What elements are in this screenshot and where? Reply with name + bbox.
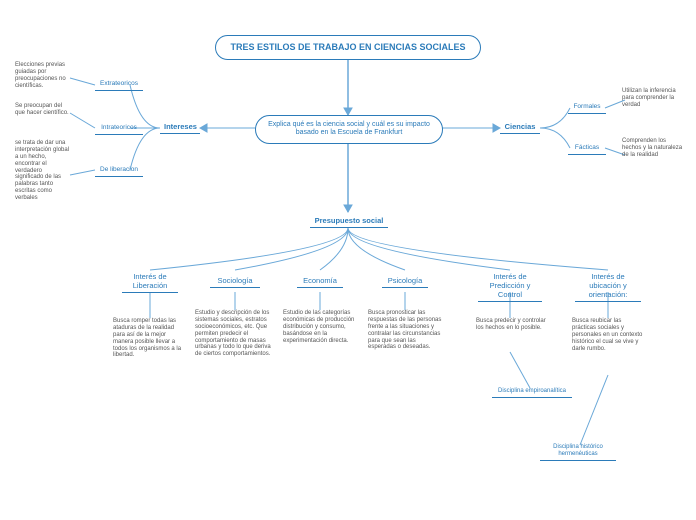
center-statement: Explica qué es la ciencia social y cuál … <box>255 115 443 144</box>
bottom-item-1: Sociología <box>210 274 260 288</box>
bottom-item-2: Economía <box>297 274 343 288</box>
bottom-sub-5: Disciplina histórico hermenéuticas <box>540 442 616 461</box>
bottom-leaf-4: Busca predecir y controlar los hechos en… <box>476 318 546 332</box>
bottom-item-5: Interés de ubicación y orientación: <box>575 270 641 302</box>
right-item-0: Formales <box>568 101 606 114</box>
bottom-item-4: Interés de Predicción y Control <box>478 270 542 302</box>
bottom-leaf-5: Busca reubicar las prácticas sociales y … <box>572 318 646 352</box>
bottom-sub-4: Disciplina empiroanalítica <box>492 386 572 398</box>
title-box: TRES ESTILOS DE TRABAJO EN CIENCIAS SOCI… <box>215 35 481 60</box>
bottom-leaf-3: Busca pronosticar las respuestas de las … <box>368 310 444 351</box>
bottom-leaf-0: Busca romper todas las ataduras de la re… <box>113 318 185 359</box>
left-leaf-1: Se preocupan del que hacer científico. <box>15 103 70 117</box>
bottom-label: Presupuesto social <box>310 214 388 228</box>
right-leaf-1: Comprenden los hechos y la naturaleza de… <box>622 138 684 159</box>
bottom-item-0: Interés de Liberación <box>122 270 178 293</box>
bottom-leaf-1: Estudio y descripción de los sistemas so… <box>195 310 277 358</box>
left-leaf-2: se trata de dar una interpretación globa… <box>15 140 70 202</box>
right-item-1: Fácticas <box>568 142 606 155</box>
right-leaf-0: Utilizan la inferencia para comprender l… <box>622 88 684 109</box>
left-item-2: De liberacion <box>95 164 143 177</box>
left-label: Intereses <box>160 120 200 134</box>
bottom-item-3: Psicología <box>382 274 428 288</box>
right-label: Ciencias <box>500 120 540 134</box>
left-leaf-0: Elecciones previas guiadas por preocupac… <box>15 62 70 90</box>
left-item-1: Intrateoricos <box>95 122 143 135</box>
bottom-leaf-2: Estudio de las categorías económicas de … <box>283 310 361 344</box>
left-item-0: Extrateoricos <box>95 78 143 91</box>
